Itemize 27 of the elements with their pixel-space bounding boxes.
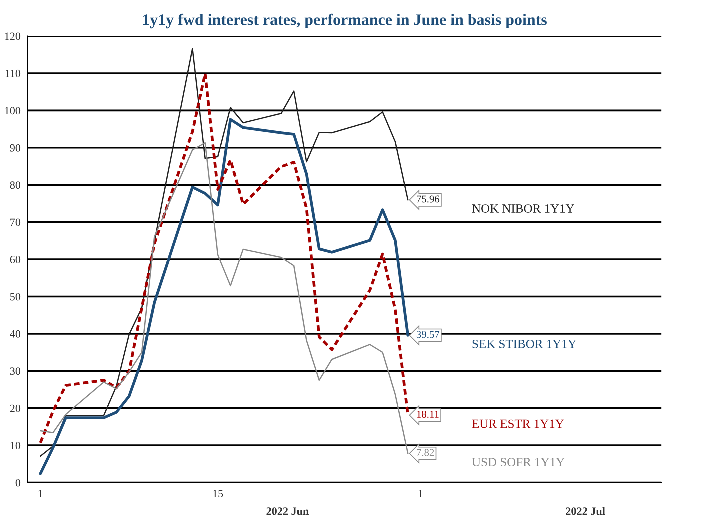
y-tick-label: 100 — [5, 107, 21, 115]
y-tick-label: 0 — [16, 479, 21, 487]
data-label: 75.96 — [417, 196, 440, 203]
y-tick-label: 120 — [5, 32, 21, 40]
text: 2022 Jul — [566, 507, 606, 516]
data-label: 18.11 — [417, 410, 439, 418]
text: 2022 Jun — [266, 508, 310, 516]
y-tick-label: 70 — [10, 218, 21, 226]
text: EUR ESTR 1Y1Y — [472, 420, 564, 428]
chart-title: 1y1y fwd interest rates, performance in June in basis points — [143, 14, 547, 29]
y-tick-label: 40 — [10, 330, 21, 338]
text: USD SOFR 1Y1Y — [472, 458, 565, 467]
y-tick-label: 80 — [10, 182, 21, 190]
y-tick-label: 10 — [10, 442, 21, 450]
x-tick-label: 1 — [418, 490, 423, 498]
x-tick-label: 15 — [213, 490, 224, 498]
data-label: 7.82 — [417, 449, 434, 456]
x-tick-label: 1 — [38, 490, 43, 498]
y-tick-label: 60 — [10, 256, 21, 264]
y-tick-label: 50 — [10, 293, 21, 301]
data-label: 39.57 — [416, 331, 440, 338]
y-tick-label: 20 — [10, 404, 21, 412]
text: NOK NIBOR 1Y1Y — [472, 204, 574, 213]
y-tick-label: 90 — [10, 144, 21, 152]
text: SEK STIBOR 1Y1Y — [472, 340, 577, 348]
y-tick-label: 30 — [10, 368, 21, 376]
y-tick-label: 110 — [6, 70, 21, 78]
